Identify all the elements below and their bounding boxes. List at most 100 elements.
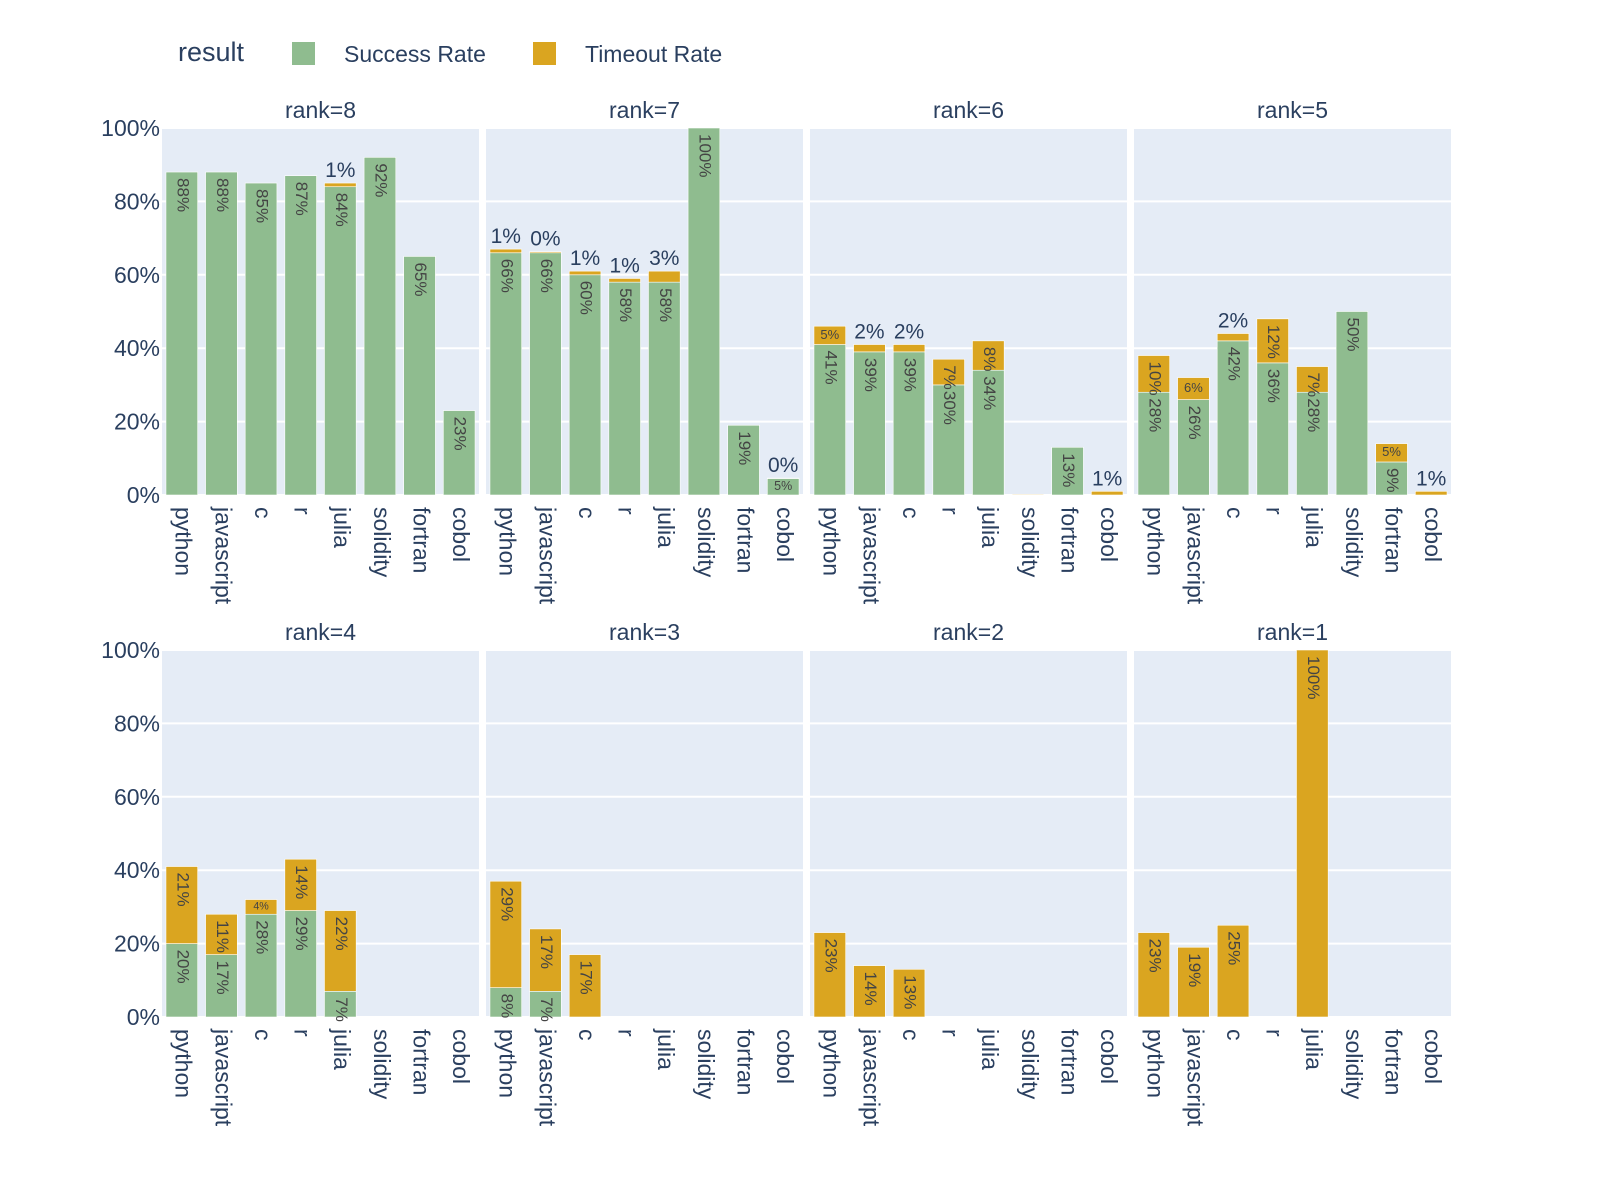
bar-timeout-c[interactable] — [892, 344, 926, 353]
bar-timeout-javascript[interactable] — [529, 251, 562, 254]
bar-timeout-cobol[interactable] — [1415, 491, 1448, 496]
bar-success-fortran[interactable] — [727, 424, 760, 496]
bar-timeout-julia[interactable] — [1296, 649, 1329, 1018]
x-tick-label-c: c — [898, 1029, 924, 1041]
bar-timeout-fortran[interactable] — [1375, 443, 1408, 463]
bar-success-r[interactable] — [932, 384, 965, 496]
legend-label-success[interactable]: Success Rate — [344, 41, 486, 67]
bar-success-javascript[interactable] — [529, 991, 562, 1018]
bar-success-julia[interactable] — [324, 186, 357, 496]
bar-success-fortran[interactable] — [403, 256, 436, 496]
legend-swatch-success[interactable] — [292, 42, 315, 65]
bar-success-python[interactable] — [489, 987, 522, 1018]
bar-success-r[interactable] — [284, 910, 317, 1018]
bar-success-javascript[interactable] — [853, 351, 886, 496]
bar-timeout-javascript[interactable] — [529, 928, 562, 992]
bar-success-javascript[interactable] — [1177, 399, 1210, 496]
bar-timeout-javascript[interactable] — [205, 913, 238, 955]
bar-timeout-javascript[interactable] — [1177, 377, 1210, 400]
bar-timeout-python[interactable] — [1137, 932, 1170, 1018]
bar-timeout-python[interactable] — [813, 932, 846, 1018]
bar-success-c[interactable] — [568, 274, 602, 496]
bar-success-python[interactable] — [1137, 391, 1170, 496]
bar-timeout-r[interactable] — [284, 858, 317, 911]
panel-title: rank=1 — [1257, 619, 1328, 645]
label-success-c: 60% — [577, 281, 596, 315]
bar-timeout-r[interactable] — [932, 358, 965, 386]
panel-background — [810, 650, 1127, 1017]
bar-timeout-cobol[interactable] — [1091, 491, 1124, 496]
bar-success-solidity[interactable] — [1335, 311, 1369, 496]
bar-success-julia[interactable] — [648, 281, 681, 496]
bar-timeout-julia[interactable] — [972, 340, 1005, 371]
bar-timeout-c[interactable] — [568, 954, 602, 1018]
x-tick-label-cobol: cobol — [772, 507, 798, 562]
x-tick-label-c: c — [250, 1029, 276, 1041]
bar-success-solidity[interactable] — [687, 127, 721, 496]
label-success-julia: 7% — [332, 997, 351, 1022]
x-tick-label-c: c — [574, 1029, 600, 1041]
bar-timeout-python[interactable] — [165, 866, 198, 944]
bar-timeout-julia[interactable] — [1296, 366, 1329, 393]
bar-timeout-python[interactable] — [813, 325, 846, 345]
bar-timeout-r[interactable] — [1256, 318, 1289, 364]
y-tick-label: 100% — [101, 115, 160, 141]
bar-timeout-c[interactable] — [568, 270, 602, 276]
label-success-javascript: 26% — [1185, 406, 1204, 440]
x-tick-label-c: c — [1222, 507, 1248, 519]
bar-success-c[interactable] — [1216, 340, 1250, 496]
label-success-python: 8% — [497, 994, 516, 1019]
bar-success-javascript[interactable] — [529, 252, 562, 496]
bar-success-solidity[interactable] — [363, 157, 397, 496]
bar-timeout-julia[interactable] — [648, 270, 681, 283]
x-tick-label-solidity: solidity — [1341, 1029, 1367, 1100]
bar-timeout-python[interactable] — [489, 248, 522, 254]
bar-timeout-python[interactable] — [1137, 355, 1170, 393]
bar-success-javascript[interactable] — [205, 954, 238, 1018]
bar-timeout-c[interactable] — [1216, 333, 1250, 342]
bar-success-r[interactable] — [284, 175, 317, 496]
bar-timeout-julia[interactable] — [324, 182, 357, 188]
bar-timeout-python[interactable] — [489, 880, 522, 988]
label-success-solidity: 92% — [371, 163, 390, 197]
bar-timeout-r[interactable] — [608, 278, 641, 283]
bar-success-julia[interactable] — [324, 991, 357, 1018]
bar-success-cobol[interactable] — [443, 410, 476, 496]
y-tick-label: 80% — [114, 710, 160, 736]
bar-timeout-c[interactable] — [892, 968, 926, 1018]
bar-timeout-c[interactable] — [1216, 924, 1250, 1018]
bar-success-fortran[interactable] — [1375, 461, 1408, 496]
bar-timeout-javascript[interactable] — [853, 965, 886, 1018]
bar-timeout-javascript[interactable] — [853, 344, 886, 353]
legend-title: result — [178, 37, 245, 67]
bar-success-c[interactable] — [244, 182, 278, 496]
x-tick-label-julia: julia — [1301, 1028, 1327, 1070]
bar-success-python[interactable] — [165, 171, 198, 496]
y-tick-label: 80% — [114, 188, 160, 214]
x-tick-label-solidity: solidity — [1017, 1029, 1043, 1100]
bar-success-r[interactable] — [608, 281, 641, 496]
bar-timeout-julia[interactable] — [324, 910, 357, 992]
bar-success-r[interactable] — [1256, 362, 1289, 496]
label-timeout-c: 17% — [577, 961, 596, 995]
label-timeout-r: 7% — [940, 365, 959, 390]
panel-title: rank=7 — [609, 97, 680, 123]
bar-success-c[interactable] — [244, 913, 278, 1018]
bar-success-julia[interactable] — [1296, 391, 1329, 496]
bar-timeout-javascript[interactable] — [1177, 946, 1210, 1018]
bar-success-python[interactable] — [165, 943, 198, 1018]
x-tick-label-r: r — [290, 507, 316, 515]
bar-success-javascript[interactable] — [205, 171, 238, 496]
x-tick-label-julia: julia — [653, 506, 679, 548]
label-success-cobol: 5% — [774, 479, 792, 493]
legend-label-timeout[interactable]: Timeout Rate — [585, 41, 722, 67]
legend-swatch-timeout[interactable] — [533, 42, 556, 65]
label-timeout-julia: 8% — [980, 347, 999, 372]
label-timeout-python: 1% — [491, 225, 521, 248]
bar-success-fortran[interactable] — [1051, 446, 1084, 496]
x-tick-label-julia: julia — [977, 1028, 1003, 1070]
bar-timeout-solidity[interactable] — [1011, 493, 1045, 496]
bar-success-c[interactable] — [892, 351, 926, 496]
label-success-r: 36% — [1264, 369, 1283, 403]
bar-timeout-c[interactable] — [244, 899, 278, 915]
